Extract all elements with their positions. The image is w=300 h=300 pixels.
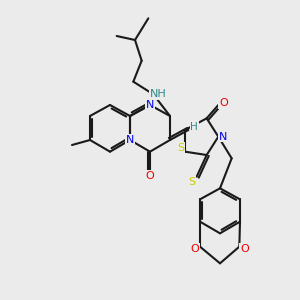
Text: H: H [190,122,198,132]
Text: O: O [190,244,200,254]
Text: O: O [146,171,154,181]
Text: S: S [177,143,184,153]
Text: O: O [219,98,228,108]
Text: S: S [188,177,195,187]
Text: O: O [240,244,249,254]
Text: N: N [146,100,154,110]
Text: NH: NH [150,89,167,99]
Text: N: N [219,132,227,142]
Text: N: N [126,135,134,145]
